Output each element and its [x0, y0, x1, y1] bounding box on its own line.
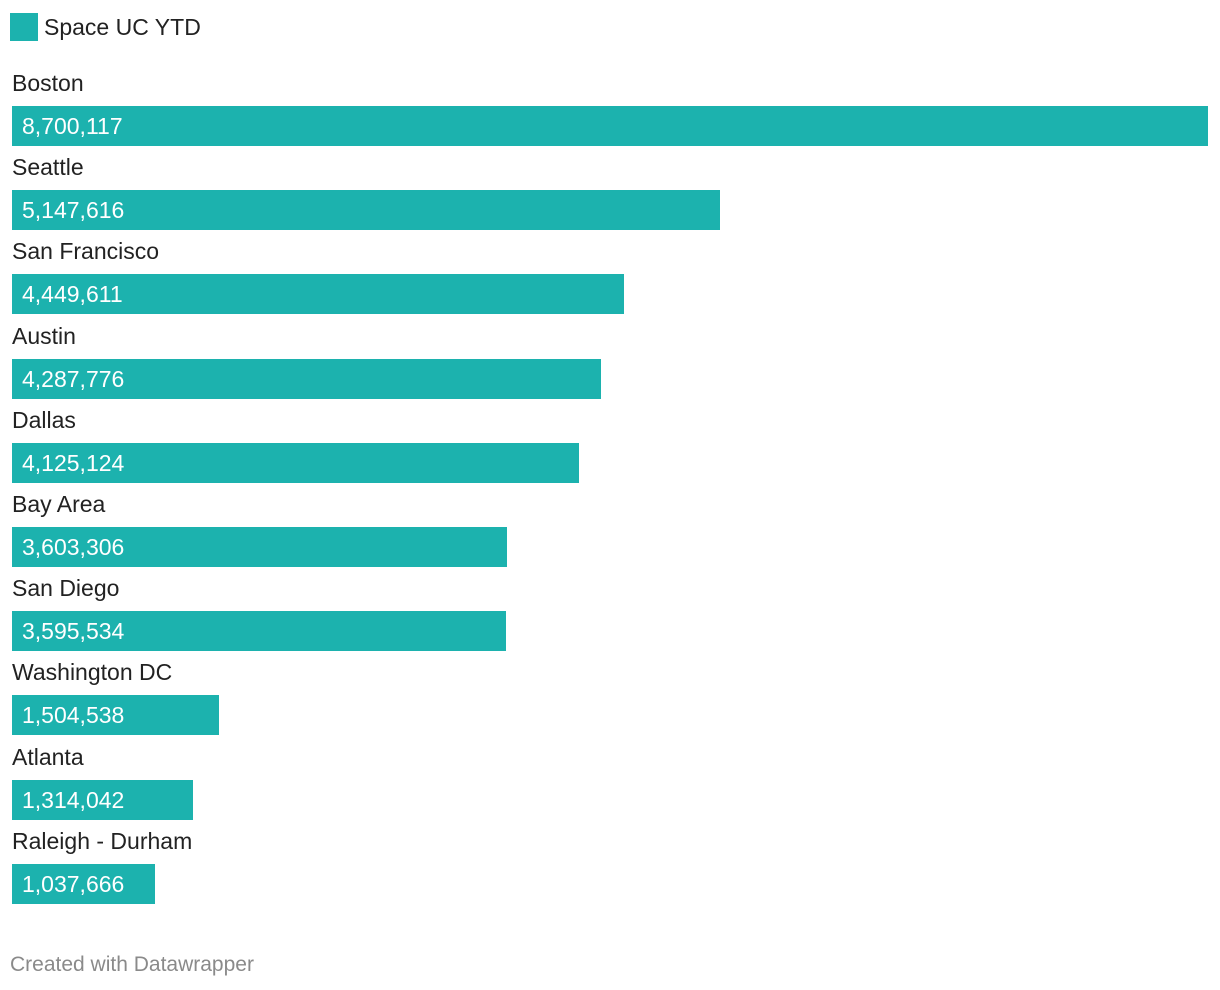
bar-row: Washington DC 1,504,538 — [12, 657, 1208, 741]
bar — [12, 779, 193, 820]
bar-value-label: 1,504,538 — [22, 702, 125, 729]
bar-value-label: 3,595,534 — [22, 618, 125, 645]
category-label: Austin — [12, 322, 76, 349]
bar-value-label: 8,700,117 — [22, 113, 123, 139]
bar — [12, 863, 155, 904]
bar-row: San Diego 3,595,534 — [12, 573, 1208, 657]
bar — [12, 106, 1208, 146]
category-label: Boston — [12, 70, 84, 96]
bar-row: Seattle 5,147,616 — [12, 152, 1208, 236]
category-label: San Diego — [12, 575, 120, 602]
category-label: Dallas — [12, 406, 76, 433]
bar — [12, 611, 506, 652]
bar-row: Atlanta 1,314,042 — [12, 742, 1208, 826]
category-label: Bay Area — [12, 491, 106, 517]
bar — [12, 527, 507, 567]
bar-value-label: 5,147,616 — [22, 197, 125, 224]
bar-value-label: 1,037,666 — [22, 870, 125, 897]
legend-label: Space UC YTD — [44, 14, 201, 40]
category-label: Raleigh - Durham — [12, 827, 193, 854]
category-label: Seattle — [12, 154, 84, 181]
bar — [12, 442, 579, 483]
chart-legend: Space UC YTD — [10, 12, 201, 42]
bar-value-label: 4,287,776 — [22, 365, 125, 392]
category-label: Atlanta — [12, 743, 84, 770]
bar — [12, 190, 720, 231]
category-label: San Francisco — [12, 238, 160, 265]
bar — [12, 695, 219, 736]
bar — [12, 274, 624, 315]
category-label: Washington DC — [12, 659, 173, 686]
bar — [12, 358, 601, 399]
bar-row: Bay Area 3,603,306 — [12, 489, 1208, 573]
bar-row: Boston 8,700,117 — [12, 68, 1208, 152]
bar-value-label: 4,125,124 — [22, 449, 125, 476]
footer-credit: Created with Datawrapper — [10, 953, 254, 976]
bar-value-label: 4,449,611 — [22, 281, 123, 308]
bar-row: Dallas 4,125,124 — [12, 405, 1208, 489]
bar-row: San Francisco 4,449,611 — [12, 236, 1208, 320]
bar-row: Austin 4,287,776 — [12, 321, 1208, 405]
bar-value-label: 3,603,306 — [22, 534, 125, 560]
bar-row: Raleigh - Durham 1,037,666 — [12, 826, 1208, 910]
bar-value-label: 1,314,042 — [22, 786, 125, 813]
legend-swatch — [10, 13, 38, 41]
